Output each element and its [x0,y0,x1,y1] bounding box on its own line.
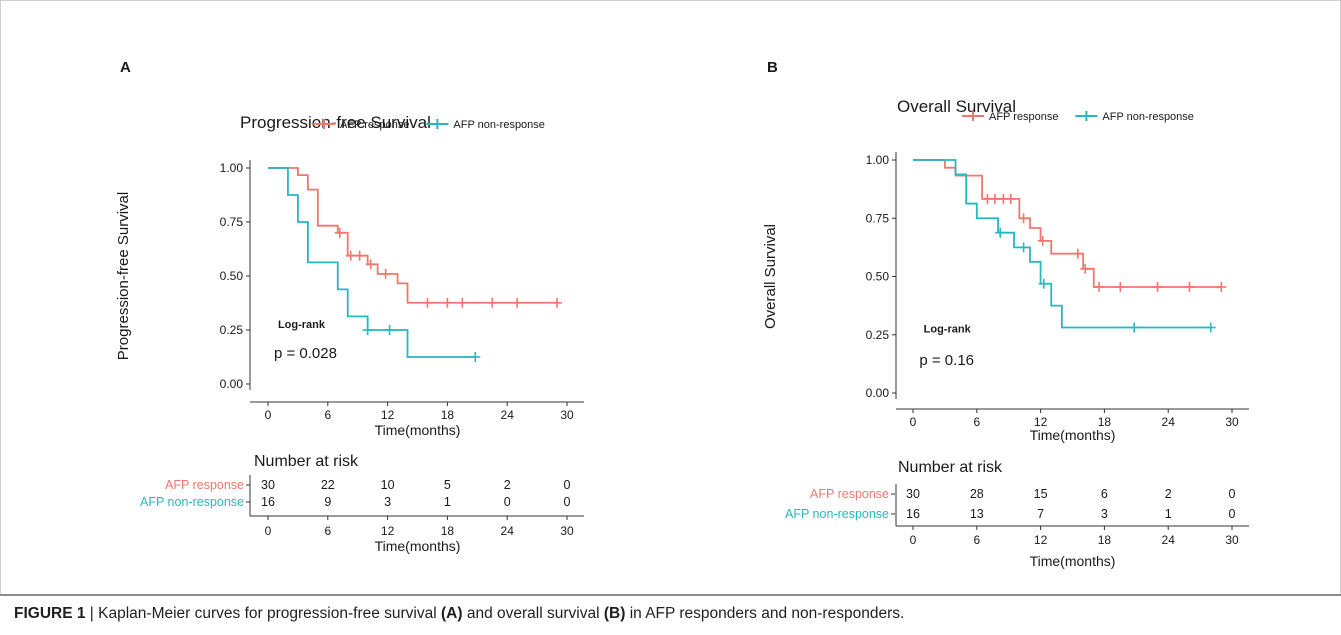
panel-a-risk-x-tick-label: 18 [441,524,455,538]
panel-b-legend-label: AFP response [989,111,1059,123]
panel-a-risk-cell: 30 [261,478,275,492]
panel-b-risk-x-tick-label: 24 [1162,533,1176,547]
panel-b-xlabel: Time(months) [1030,427,1116,443]
panel-a-series-line-response [268,167,558,304]
panel-a-risk-x-tick-label: 24 [501,524,515,538]
panel-b-y-tick-label: 1.00 [866,153,890,167]
panel-a-label: A [120,59,131,76]
panel-a-x-tick-label: 18 [441,408,455,422]
panel-a-risk-cell: 5 [444,478,451,492]
panel-a-risk-cell: 0 [504,495,511,509]
panel-a-x-tick-label: 6 [324,408,331,422]
panel-b-legend-label: AFP non-response [1102,111,1194,123]
panel-b-risk-cell: 3 [1101,507,1108,521]
panel-a-risk-x-tick-label: 6 [324,524,331,538]
panel-a-y-tick-label: 0.25 [220,323,244,337]
panel-b-y-tick-label: 0.00 [866,386,890,400]
panel-a-y-tick-label: 0.75 [220,215,244,229]
panel-a-risk-cell: 0 [564,495,571,509]
caption-text-3: in AFP responders and non-responders. [629,605,905,622]
panel-b-y-tick-label: 0.75 [866,211,890,225]
panel-b-risk-x-tick-label: 18 [1098,533,1112,547]
caption-separator [0,594,1341,596]
panel-b-risk-x-tick-label: 12 [1034,533,1048,547]
panel-a-risk-cell: 2 [504,478,511,492]
panel-b-x-tick-label: 18 [1098,415,1112,429]
caption-label-b: (B) [603,605,626,622]
panel-a-risk-title: Number at risk [254,453,359,470]
panel-a-risk-xlabel: Time(months) [375,538,461,554]
panel-b-risk-cell: 6 [1101,487,1108,501]
panel-a-x-tick-label: 30 [560,408,574,422]
panel-b-risk-xlabel: Time(months) [1030,553,1116,569]
panel-b-risk-x-tick-label: 0 [910,533,917,547]
panel-a-risk-cell: 3 [384,495,391,509]
panel-a-title: Progression-free Survival [240,113,431,132]
panel-b-ylabel: Overall Survival [762,224,779,329]
panel-a-risk-cell: 16 [261,495,275,509]
panel-b-risk-row-name: AFP response [810,487,889,501]
panel-a-risk-cell: 22 [321,478,335,492]
panel-b-pvalue: p = 0.16 [919,352,974,369]
panel-b-logrank-label: Log-rank [924,323,972,335]
panel-b-title: Overall Survival [897,97,1016,116]
panel-a-legend-label: AFP response [340,119,410,131]
panel-a-risk-row-name: AFP non-response [140,495,244,509]
panel-b-risk-cell: 2 [1165,487,1172,501]
panel-b-y-tick-label: 0.50 [866,270,890,284]
panel-a-risk-x-tick-label: 0 [265,524,272,538]
panel-a-y-tick-label: 1.00 [220,161,244,175]
panel-a-logrank-label: Log-rank [278,319,326,331]
panel-b-risk-cell: 28 [970,487,984,501]
panel-b-risk-cell: 7 [1037,507,1044,521]
panel-b-risk-cell: 13 [970,507,984,521]
panel-a-risk-cell: 9 [324,495,331,509]
panel-b-risk-cell: 0 [1229,487,1236,501]
panel-b-series-line-non-response [913,159,1211,329]
panel-a-risk-x-tick-label: 12 [381,524,395,538]
panel-a-risk-cell: 0 [564,478,571,492]
panel-a-xlabel: Time(months) [375,422,461,438]
panel-b-y-tick-label: 0.25 [866,328,890,342]
panel-b-x-tick-label: 24 [1162,415,1176,429]
panel-a-y-tick-label: 0.00 [220,377,244,391]
panel-b-risk-cell: 0 [1229,507,1236,521]
panel-b-risk-cell: 15 [1034,487,1048,501]
panel-a-risk-cell: 10 [381,478,395,492]
panel-a-y-tick-label: 0.50 [220,269,244,283]
panel-b-risk-row-name: AFP non-response [785,507,889,521]
panel-a-pvalue: p = 0.028 [274,345,337,362]
panel-a-risk-cell: 1 [444,495,451,509]
panel-a-risk-row-name: AFP response [165,478,244,492]
panel-b-risk-cell: 16 [906,507,920,521]
panel-b-risk-cell: 1 [1165,507,1172,521]
panel-b-x-tick-label: 12 [1034,415,1048,429]
panel-a-risk-x-tick-label: 30 [560,524,574,538]
caption-separator-glyph: | [89,605,94,622]
panel-a-legend-label: AFP non-response [453,119,545,131]
panel-a-x-tick-label: 24 [501,408,515,422]
panel-b-x-tick-label: 0 [910,415,917,429]
panel-a-ylabel: Progression-free Survival [115,192,132,360]
panel-b-risk-x-tick-label: 30 [1225,533,1239,547]
caption-text-2: and overall survival [466,605,600,622]
panel-b-label: B [767,59,778,76]
caption-figure-label: FIGURE 1 [14,605,86,622]
panel-b-x-tick-label: 30 [1225,415,1239,429]
panel-a-x-tick-label: 12 [381,408,395,422]
panel-b-risk-cell: 30 [906,487,920,501]
panel-a-x-tick-label: 0 [265,408,272,422]
caption-text-1: Kaplan-Meier curves for progression-free… [98,605,437,622]
panel-b-risk-title: Number at risk [898,459,1003,476]
panel-b-risk-x-tick-label: 6 [973,533,980,547]
panel-b-series-line-response [913,159,1222,288]
panel-b-x-tick-label: 6 [973,415,980,429]
caption-label-a: (A) [441,605,463,622]
figure-caption: FIGURE 1 | Kaplan-Meier curves for progr… [14,605,904,623]
